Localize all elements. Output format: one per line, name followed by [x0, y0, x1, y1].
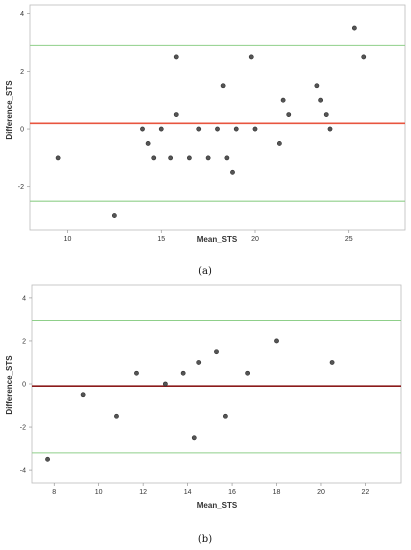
data-point-a: [224, 155, 230, 161]
y-tick-label-b: 0: [22, 382, 26, 389]
data-point-a: [276, 141, 282, 146]
y-tick-label-b: 4: [22, 295, 26, 302]
gridlines-a: [30, 44, 405, 202]
x-axis-title-a: Mean_STS: [197, 235, 238, 244]
data-point-a: [186, 155, 192, 161]
data-point-b: [180, 370, 186, 376]
y-tick-label-a: -2: [18, 184, 24, 191]
x-axis-title-b: Mean_STS: [197, 501, 238, 510]
data-point-a: [111, 213, 117, 218]
data-point-a: [145, 141, 151, 146]
y-tick-label-a: 2: [20, 69, 24, 76]
x-tick-label-b: 10: [95, 489, 103, 496]
panel-label-a: (a): [198, 266, 212, 277]
data-point-b: [162, 381, 168, 387]
data-point-b: [134, 370, 139, 376]
y-tick-label-b: -4: [20, 468, 26, 475]
data-point-b: [214, 349, 219, 355]
x-tick-label-b: 18: [273, 489, 281, 496]
data-point-a: [327, 126, 333, 132]
data-point-b: [114, 413, 119, 419]
plot-area-b: [31, 284, 402, 484]
y-ticks-b: 4 2 0 -2 -4: [20, 295, 32, 475]
plot-area-a: [29, 4, 406, 231]
y-tick-label-b: -2: [20, 425, 26, 432]
data-point-b: [274, 338, 279, 344]
data-point-a: [196, 126, 202, 132]
data-point-a: [151, 155, 157, 161]
x-tick-label-b: 20: [317, 489, 325, 496]
x-tick-label-b: 12: [139, 489, 147, 496]
data-point-b: [191, 435, 197, 441]
data-point-a: [158, 126, 164, 132]
data-point-b: [245, 370, 251, 376]
points-a: [55, 25, 367, 218]
data-point-a: [351, 25, 357, 31]
y-ticks-a: 4 2 0 -2: [18, 11, 30, 191]
y-axis-title-a: Difference_STS: [5, 80, 14, 140]
data-point-b: [222, 413, 228, 419]
data-point-a: [173, 54, 179, 60]
x-tick-label-b: 22: [362, 489, 370, 496]
data-point-a: [140, 126, 145, 132]
data-point-a: [248, 54, 254, 60]
x-ticks-a: 10 15 20 25: [64, 230, 353, 243]
data-point-a: [173, 112, 179, 118]
data-point-a: [314, 83, 320, 89]
x-tick-label-a: 20: [251, 236, 259, 243]
data-point-a: [55, 155, 61, 161]
data-point-a: [361, 54, 367, 60]
data-point-a: [220, 83, 226, 89]
data-point-a: [280, 97, 286, 103]
data-point-a: [286, 112, 292, 118]
x-ticks-b: 8 10 12 14 16 18 20 22: [52, 483, 369, 496]
data-point-a: [215, 126, 220, 132]
chart-panel-a: 10 15 20 25 420-2 Mean_STS Difference_STS (…: [5, 4, 406, 277]
x-tick-label-b: 8: [52, 489, 56, 496]
data-point-a: [233, 126, 239, 132]
data-point-b: [45, 456, 50, 462]
data-point-a: [205, 155, 211, 161]
x-tick-label-a: 10: [64, 236, 72, 243]
panel-label-b: (b): [198, 534, 212, 545]
y-tick-label-a: 4: [20, 11, 24, 18]
data-point-a: [230, 169, 235, 175]
y-tick-label-b: 2: [22, 338, 26, 345]
data-point-b: [80, 392, 86, 398]
data-point-b: [196, 360, 202, 365]
x-tick-label-b: 16: [228, 489, 236, 496]
x-tick-label-b: 14: [184, 489, 192, 496]
data-point-a: [252, 126, 258, 132]
gridlines-b: [32, 319, 401, 454]
x-tick-label-a: 25: [345, 236, 353, 243]
x-tick-label-a: 15: [157, 236, 165, 243]
data-point-a: [318, 97, 324, 103]
y-axis-title-b: Difference_STS: [5, 355, 14, 415]
y-tick-label-a: 0: [20, 127, 24, 134]
points-b: [45, 338, 335, 462]
data-point-a: [168, 155, 174, 161]
chart-panel-b: 8 10 12 14 16 18 20 22 420-2-4 Mean_STS Differe…: [5, 284, 402, 545]
data-point-b: [329, 360, 335, 365]
data-point-a: [323, 112, 329, 118]
